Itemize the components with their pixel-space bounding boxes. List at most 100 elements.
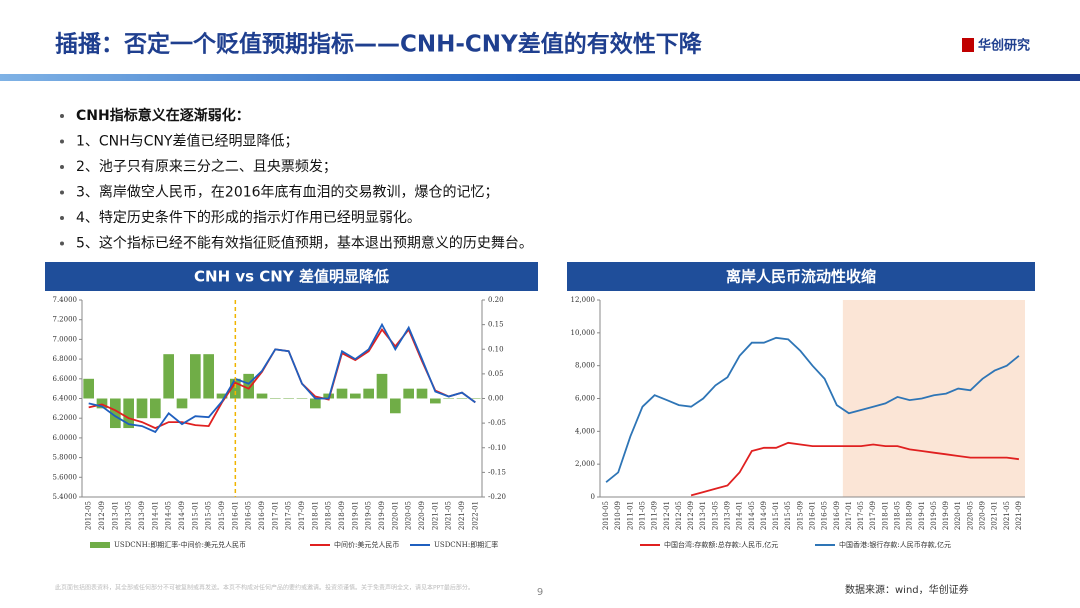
x-tick-label: 2021-01 — [991, 501, 999, 530]
bar — [350, 393, 361, 399]
line-series — [605, 336, 1020, 483]
x-tick-label: 2021-09 — [1015, 501, 1023, 530]
bar — [96, 398, 108, 409]
bar — [83, 378, 94, 399]
bullet-text: 5、这个指标已经不能有效指征贬值预期，基本退出预期意义的历史舞台。 — [76, 235, 533, 252]
bar — [296, 398, 308, 399]
disclaimer: 此页面包括图表资料，其全部或任何部分不可被复制或再发送。本页不构成对任何产品的要… — [55, 584, 474, 592]
bar — [270, 398, 281, 399]
y-tick-label: 4,000 — [575, 427, 595, 435]
legend-label: 中间价:美元兑人民币 — [334, 540, 399, 549]
x-tick-label: 2017-05 — [285, 501, 293, 530]
x-tick-label: 2014-05 — [748, 501, 756, 530]
y2-tick-label: 0.10 — [488, 345, 504, 353]
x-tick-label: 2020-05 — [405, 501, 413, 530]
x-tick-label: 2013-05 — [125, 501, 133, 530]
bar — [110, 398, 121, 429]
x-tick-label: 2012-09 — [98, 501, 106, 530]
bar — [456, 398, 468, 399]
x-tick-label: 2017-01 — [845, 501, 853, 530]
x-tick-label: 2011-01 — [626, 501, 634, 530]
x-tick-label: 2015-09 — [796, 501, 804, 530]
chart-title-bar — [567, 262, 1035, 291]
y-tick-label: 0 — [591, 493, 595, 501]
chart-left: CNH vs CNY 差值明显降低 5.4000 5.6000 5.8000 6.000… — [45, 262, 538, 549]
bar — [283, 398, 294, 399]
x-tick-label: 2013-01 — [111, 501, 119, 530]
x-tick-label: 2020-09 — [979, 501, 987, 530]
chart-title: CNH vs CNY 差值明显降低 — [194, 268, 389, 286]
bar — [216, 393, 228, 399]
title-rule — [0, 74, 1080, 81]
x-tick-label: 2012-09 — [687, 501, 695, 530]
legend-label: USDCNH:即期汇率-中间价:美元兑人民币 — [114, 540, 246, 549]
y-tick-label: 6.6000 — [53, 375, 78, 383]
line-series — [690, 441, 1020, 497]
x-tick-label: 2014-05 — [165, 501, 173, 530]
bar — [416, 388, 428, 399]
bar — [203, 354, 214, 399]
bullet-dot — [60, 190, 64, 195]
x-tick-label: 2015-05 — [784, 501, 792, 530]
x-tick-label: 2011-09 — [651, 501, 659, 530]
y-tick-label: 5.4000 — [53, 493, 78, 501]
y-tick-label: 5.8000 — [53, 454, 78, 462]
chart-right: 离岸人民币流动性收缩 0 2,000 4,000 6,000 8,000 10,000 12,… — [567, 262, 1035, 549]
y2-tick-label: -0.10 — [488, 444, 506, 452]
y-tick-label: 8,000 — [575, 362, 595, 370]
x-tick-label: 2015-05 — [205, 501, 213, 530]
x-tick-label: 2019-09 — [942, 501, 950, 530]
bullet-dot — [60, 241, 64, 246]
legend-label: 中国香港:银行存款:人民币存款,亿元 — [839, 540, 951, 549]
y2-tick-label: 0.00 — [488, 395, 504, 403]
x-tick-label: 2017-01 — [271, 501, 279, 530]
y-tick-label: 6.0000 — [53, 434, 78, 442]
bar — [430, 398, 441, 404]
x-tick-label: 2021-05 — [1003, 501, 1011, 530]
x-tick-label: 2020-09 — [418, 501, 426, 530]
bullet-text: 3、离岸做空人民币，在2016年底有血泪的交易教训，爆仓的记忆； — [76, 184, 499, 201]
x-tick-label: 2010-05 — [602, 501, 610, 530]
y-tick-label: 12,000 — [571, 296, 596, 304]
slide-title: 插播：否定一个贬值预期指标——CNH-CNY差值的有效性下降 — [55, 31, 703, 58]
bullet-dot — [60, 114, 64, 118]
x-tick-label: 2019-01 — [918, 501, 926, 530]
y2-tick-label: -0.05 — [488, 419, 506, 427]
chart-title: 离岸人民币流动性收缩 — [726, 268, 876, 286]
bullet-text: 4、特定历史条件下的形成的指示灯作用已经明显弱化。 — [76, 209, 421, 226]
x-tick-label: 2016-05 — [821, 501, 829, 530]
y-tick-label: 7.2000 — [53, 316, 78, 324]
x-tick-label: 2015-01 — [191, 501, 199, 530]
legend-label: 中国台湾:存款额:总存款:人民币,亿元 — [664, 540, 778, 549]
x-tick-label: 2018-05 — [325, 501, 333, 530]
bar — [163, 354, 174, 399]
bullet-dot — [60, 165, 64, 169]
bar — [470, 398, 481, 399]
x-tick-label: 2017-05 — [857, 501, 865, 530]
x-tick-label: 2018-09 — [338, 501, 346, 530]
y-tick-label: 6.8000 — [53, 355, 78, 363]
source: 数据来源：wind，华创证券 — [845, 583, 969, 596]
y-tick-label: 7.4000 — [53, 296, 78, 304]
bar — [136, 398, 148, 419]
page-number: 9 — [537, 587, 543, 598]
legend-label: USDCNH:即期汇率 — [434, 540, 498, 549]
bullet-text: CNH指标意义在逐渐弱化： — [76, 107, 250, 124]
y-tick-label: 6.4000 — [53, 395, 78, 403]
x-tick-label: 2018-05 — [894, 501, 902, 530]
line-series — [88, 322, 476, 434]
x-tick-label: 2020-01 — [391, 501, 399, 530]
x-tick-label: 2020-05 — [966, 501, 974, 530]
y-tick-label: 6,000 — [575, 395, 595, 403]
shaded-region — [842, 300, 1025, 497]
x-tick-label: 2014-09 — [178, 501, 186, 530]
bar — [176, 398, 188, 409]
bar — [123, 398, 134, 429]
x-tick-label: 2013-09 — [724, 501, 732, 530]
x-tick-label: 2016-01 — [231, 501, 239, 530]
x-tick-label: 2014-01 — [151, 501, 159, 530]
bar — [390, 398, 401, 414]
bar — [403, 388, 414, 399]
bar — [150, 398, 161, 419]
bar — [363, 388, 374, 399]
